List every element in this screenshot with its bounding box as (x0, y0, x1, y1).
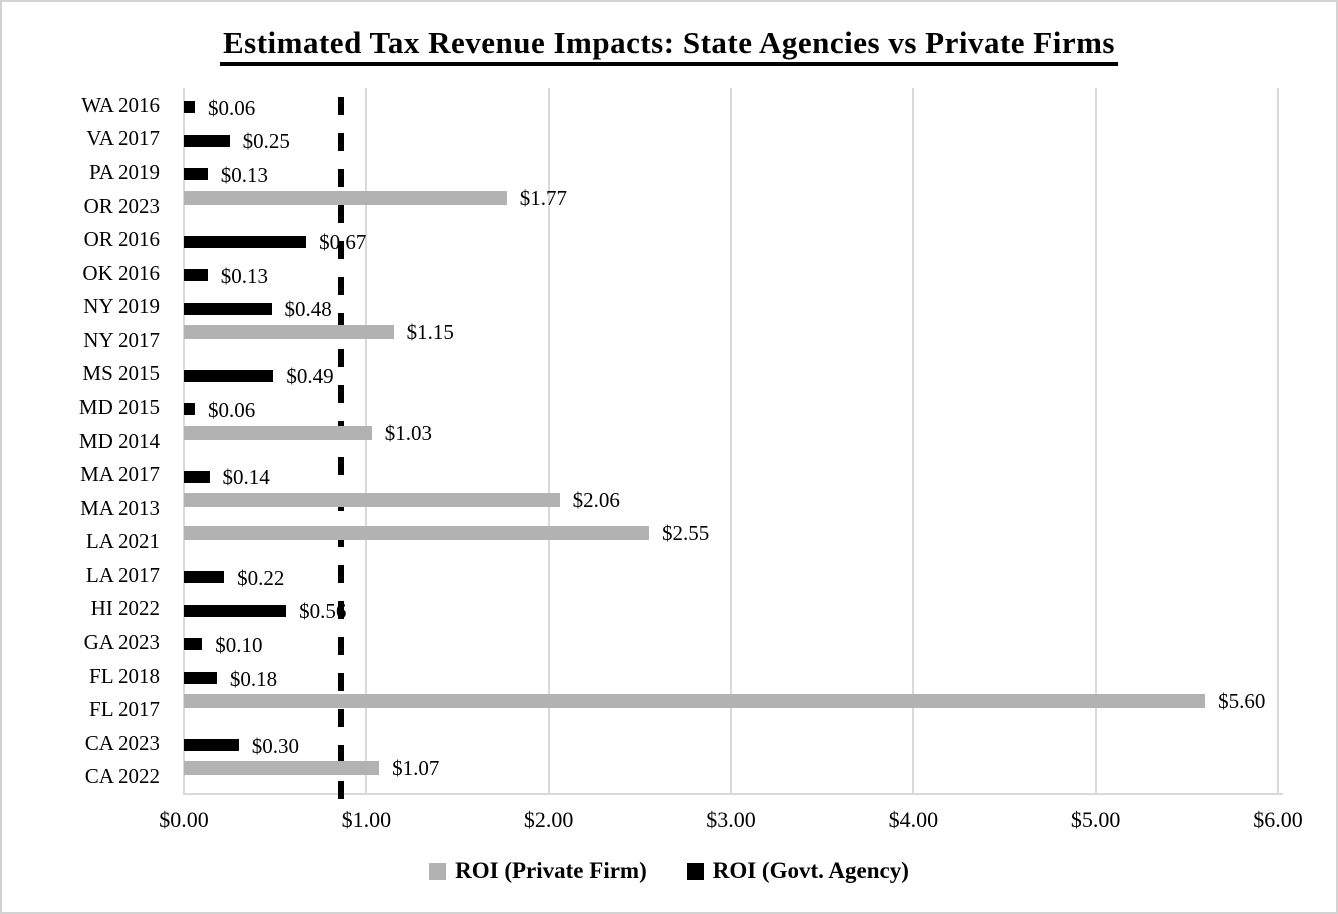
x-axis-tick-label: $6.00 (1253, 807, 1303, 832)
x-axis-tick-label: $5.00 (1070, 807, 1121, 832)
legend-label-private: ROI (Private Firm) (455, 858, 647, 883)
bar-value-label: $2.55 (661, 521, 710, 546)
category-label: WA 2016 (81, 92, 160, 117)
bar-govt-agency (184, 302, 272, 315)
category-label: MA 2013 (80, 495, 160, 520)
bar-govt-agency (184, 604, 287, 617)
bar-govt-agency (184, 269, 208, 282)
category-label: PA 2019 (88, 159, 160, 184)
bar-private-firm (184, 190, 507, 205)
x-axis-tick-label: $1.00 (341, 807, 392, 832)
category-label: CA 2023 (84, 730, 160, 755)
bar-value-label: $0.30 (251, 733, 299, 758)
bar-private-firm (184, 526, 649, 541)
bar-private-firm (184, 425, 372, 440)
bar-value-label: $0.25 (242, 129, 290, 154)
gridline (1277, 88, 1279, 793)
category-label: LA 2021 (85, 529, 160, 554)
category-label: OR 2023 (83, 193, 160, 218)
bar-value-label: $0.56 (299, 599, 347, 624)
chart-title-text: Estimated Tax Revenue Impacts: State Age… (219, 25, 1118, 66)
bar-value-label: $1.03 (384, 420, 433, 445)
bar-value-label: $0.48 (284, 297, 332, 322)
bar-value-label: $1.77 (519, 185, 567, 210)
category-label: HI 2022 (90, 596, 160, 621)
category-label: MD 2014 (78, 428, 160, 453)
category-label: GA 2023 (83, 629, 160, 654)
bar-value-label: $0.49 (286, 364, 334, 389)
bar-private-firm (184, 694, 1206, 709)
category-label: MD 2015 (78, 394, 160, 419)
bar-value-label: $0.06 (207, 95, 256, 120)
x-axis-line (183, 793, 1283, 795)
bar-private-firm (184, 492, 560, 507)
category-label: LA 2017 (85, 562, 160, 587)
bar-govt-agency (184, 638, 203, 651)
bar-value-label: $0.22 (237, 565, 285, 590)
bar-govt-agency (184, 369, 274, 382)
chart-title: Estimated Tax Revenue Impacts: State Age… (2, 24, 1336, 66)
category-label: CA 2022 (84, 764, 160, 789)
bar-value-label: $0.14 (222, 465, 270, 490)
legend-swatch-govt-icon (686, 862, 704, 880)
x-axis-tick-label: $0.00 (159, 807, 209, 832)
gridline (730, 88, 732, 793)
bar-govt-agency (184, 134, 230, 147)
bar-value-label: $0.10 (215, 632, 263, 657)
bar-value-label: $0.13 (220, 263, 268, 288)
category-label: NY 2017 (83, 327, 160, 352)
x-axis-tick-label: $3.00 (706, 807, 756, 832)
category-label: OR 2016 (83, 227, 160, 252)
gridline (912, 88, 915, 793)
gridline (183, 88, 185, 793)
legend-label-govt: ROI (Govt. Agency) (712, 858, 909, 883)
category-label: VA 2017 (86, 126, 160, 151)
bar-govt-agency (184, 571, 225, 584)
legend-entry-private: ROI (Private Firm) (429, 858, 647, 884)
bar-value-label: $0.67 (319, 230, 367, 255)
category-label: FL 2017 (89, 697, 160, 722)
bar-private-firm (184, 324, 394, 339)
bar-value-label: $5.60 (1218, 689, 1266, 714)
gridline (365, 88, 368, 793)
bar-value-label: $0.18 (229, 666, 278, 691)
bar-govt-agency (184, 470, 210, 483)
reference-dashed-line (337, 88, 344, 799)
bar-govt-agency (184, 235, 307, 248)
category-label: NY 2019 (83, 294, 160, 319)
bar-value-label: $0.13 (220, 162, 268, 187)
category-label: OK 2016 (82, 260, 160, 285)
category-label: FL 2018 (89, 663, 160, 688)
bar-govt-agency (184, 101, 195, 114)
bar-govt-agency (184, 739, 239, 752)
legend-swatch-private-icon (429, 862, 447, 880)
x-axis-tick-label: $2.00 (523, 807, 574, 832)
legend: ROI (Private Firm) ROI (Govt. Agency) (2, 858, 1336, 884)
category-label: MA 2017 (80, 462, 160, 487)
x-axis-tick-label: $4.00 (888, 807, 939, 832)
gridline (1094, 88, 1097, 793)
bar-value-label: $1.07 (392, 756, 440, 781)
bar-govt-agency (184, 672, 217, 684)
bar-private-firm (184, 761, 380, 776)
bar-value-label: $1.15 (406, 319, 454, 344)
bar-govt-agency (184, 168, 208, 181)
category-label: MS 2015 (82, 361, 160, 386)
legend-entry-govt: ROI (Govt. Agency) (686, 858, 909, 884)
bar-value-label: $0.06 (207, 397, 256, 422)
gridline (547, 88, 550, 793)
bar-govt-agency (184, 403, 195, 416)
bar-value-label: $2.06 (572, 487, 620, 512)
